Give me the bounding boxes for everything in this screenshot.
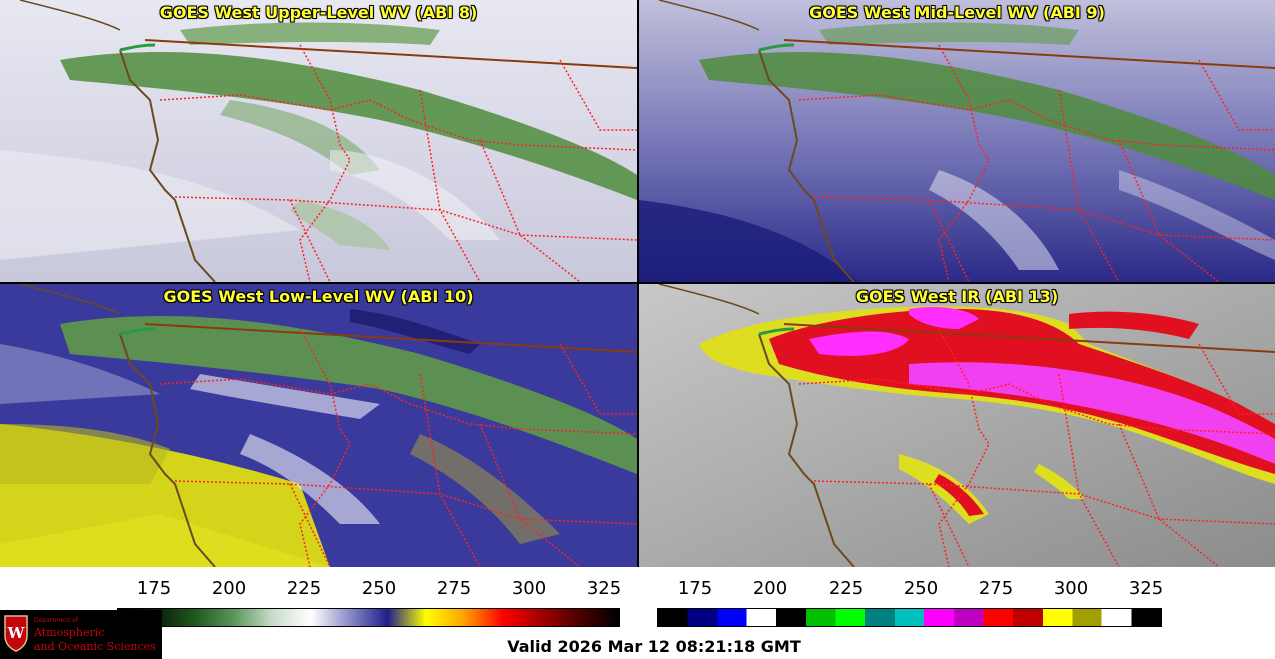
wv-tick-label: 200 <box>211 578 247 599</box>
panel-title: GOES West IR (ABI 13) <box>855 287 1059 306</box>
valid-time: Valid 2026 Mar 12 08:21:18 GMT <box>507 637 801 656</box>
wv-tick-label: 250 <box>361 578 397 599</box>
ir-panel: GOES West IR (ABI 13) <box>639 284 1275 567</box>
ir-map <box>639 284 1275 567</box>
low-level-wv-panel: GOES West Low-Level WV (ABI 10) <box>0 284 637 567</box>
logo-atmospheric-text: Atmospheric <box>34 626 105 639</box>
wv-tick-label: 275 <box>436 578 472 599</box>
ir-tick-label: 250 <box>903 578 939 599</box>
ir-tick-label: 225 <box>828 578 864 599</box>
ir-tick-label: 300 <box>1053 578 1089 599</box>
svg-text:W: W <box>7 624 26 642</box>
upper-level-wv-map <box>0 0 637 282</box>
uw-crest-icon: W <box>4 615 28 652</box>
ir-colorbar <box>657 608 1162 627</box>
wv-colorbar <box>117 608 620 627</box>
ir-tick-label: 275 <box>978 578 1014 599</box>
panel-title: GOES West Low-Level WV (ABI 10) <box>163 287 474 306</box>
logo-oceanic-text: and Oceanic Sciences <box>34 640 156 653</box>
aos-logo: W Department of Atmospheric and Oceanic … <box>0 610 162 659</box>
wv-tick-label: 300 <box>511 578 547 599</box>
upper-level-wv-panel: GOES West Upper-Level WV (ABI 8) <box>0 0 637 282</box>
panel-title: GOES West Mid-Level WV (ABI 9) <box>809 3 1105 22</box>
low-level-wv-map <box>0 284 637 567</box>
logo-department-text: Department of <box>34 617 78 624</box>
wv-tick-label: 225 <box>286 578 322 599</box>
mid-level-wv-map <box>639 0 1275 282</box>
mid-level-wv-panel: GOES West Mid-Level WV (ABI 9) <box>639 0 1275 282</box>
wv-tick-label: 325 <box>586 578 622 599</box>
ir-tick-label: 175 <box>677 578 713 599</box>
panel-title: GOES West Upper-Level WV (ABI 8) <box>159 3 478 22</box>
horizontal-divider <box>0 282 1275 284</box>
wv-tick-label: 175 <box>136 578 172 599</box>
ir-tick-label: 200 <box>752 578 788 599</box>
ir-tick-label: 325 <box>1128 578 1164 599</box>
